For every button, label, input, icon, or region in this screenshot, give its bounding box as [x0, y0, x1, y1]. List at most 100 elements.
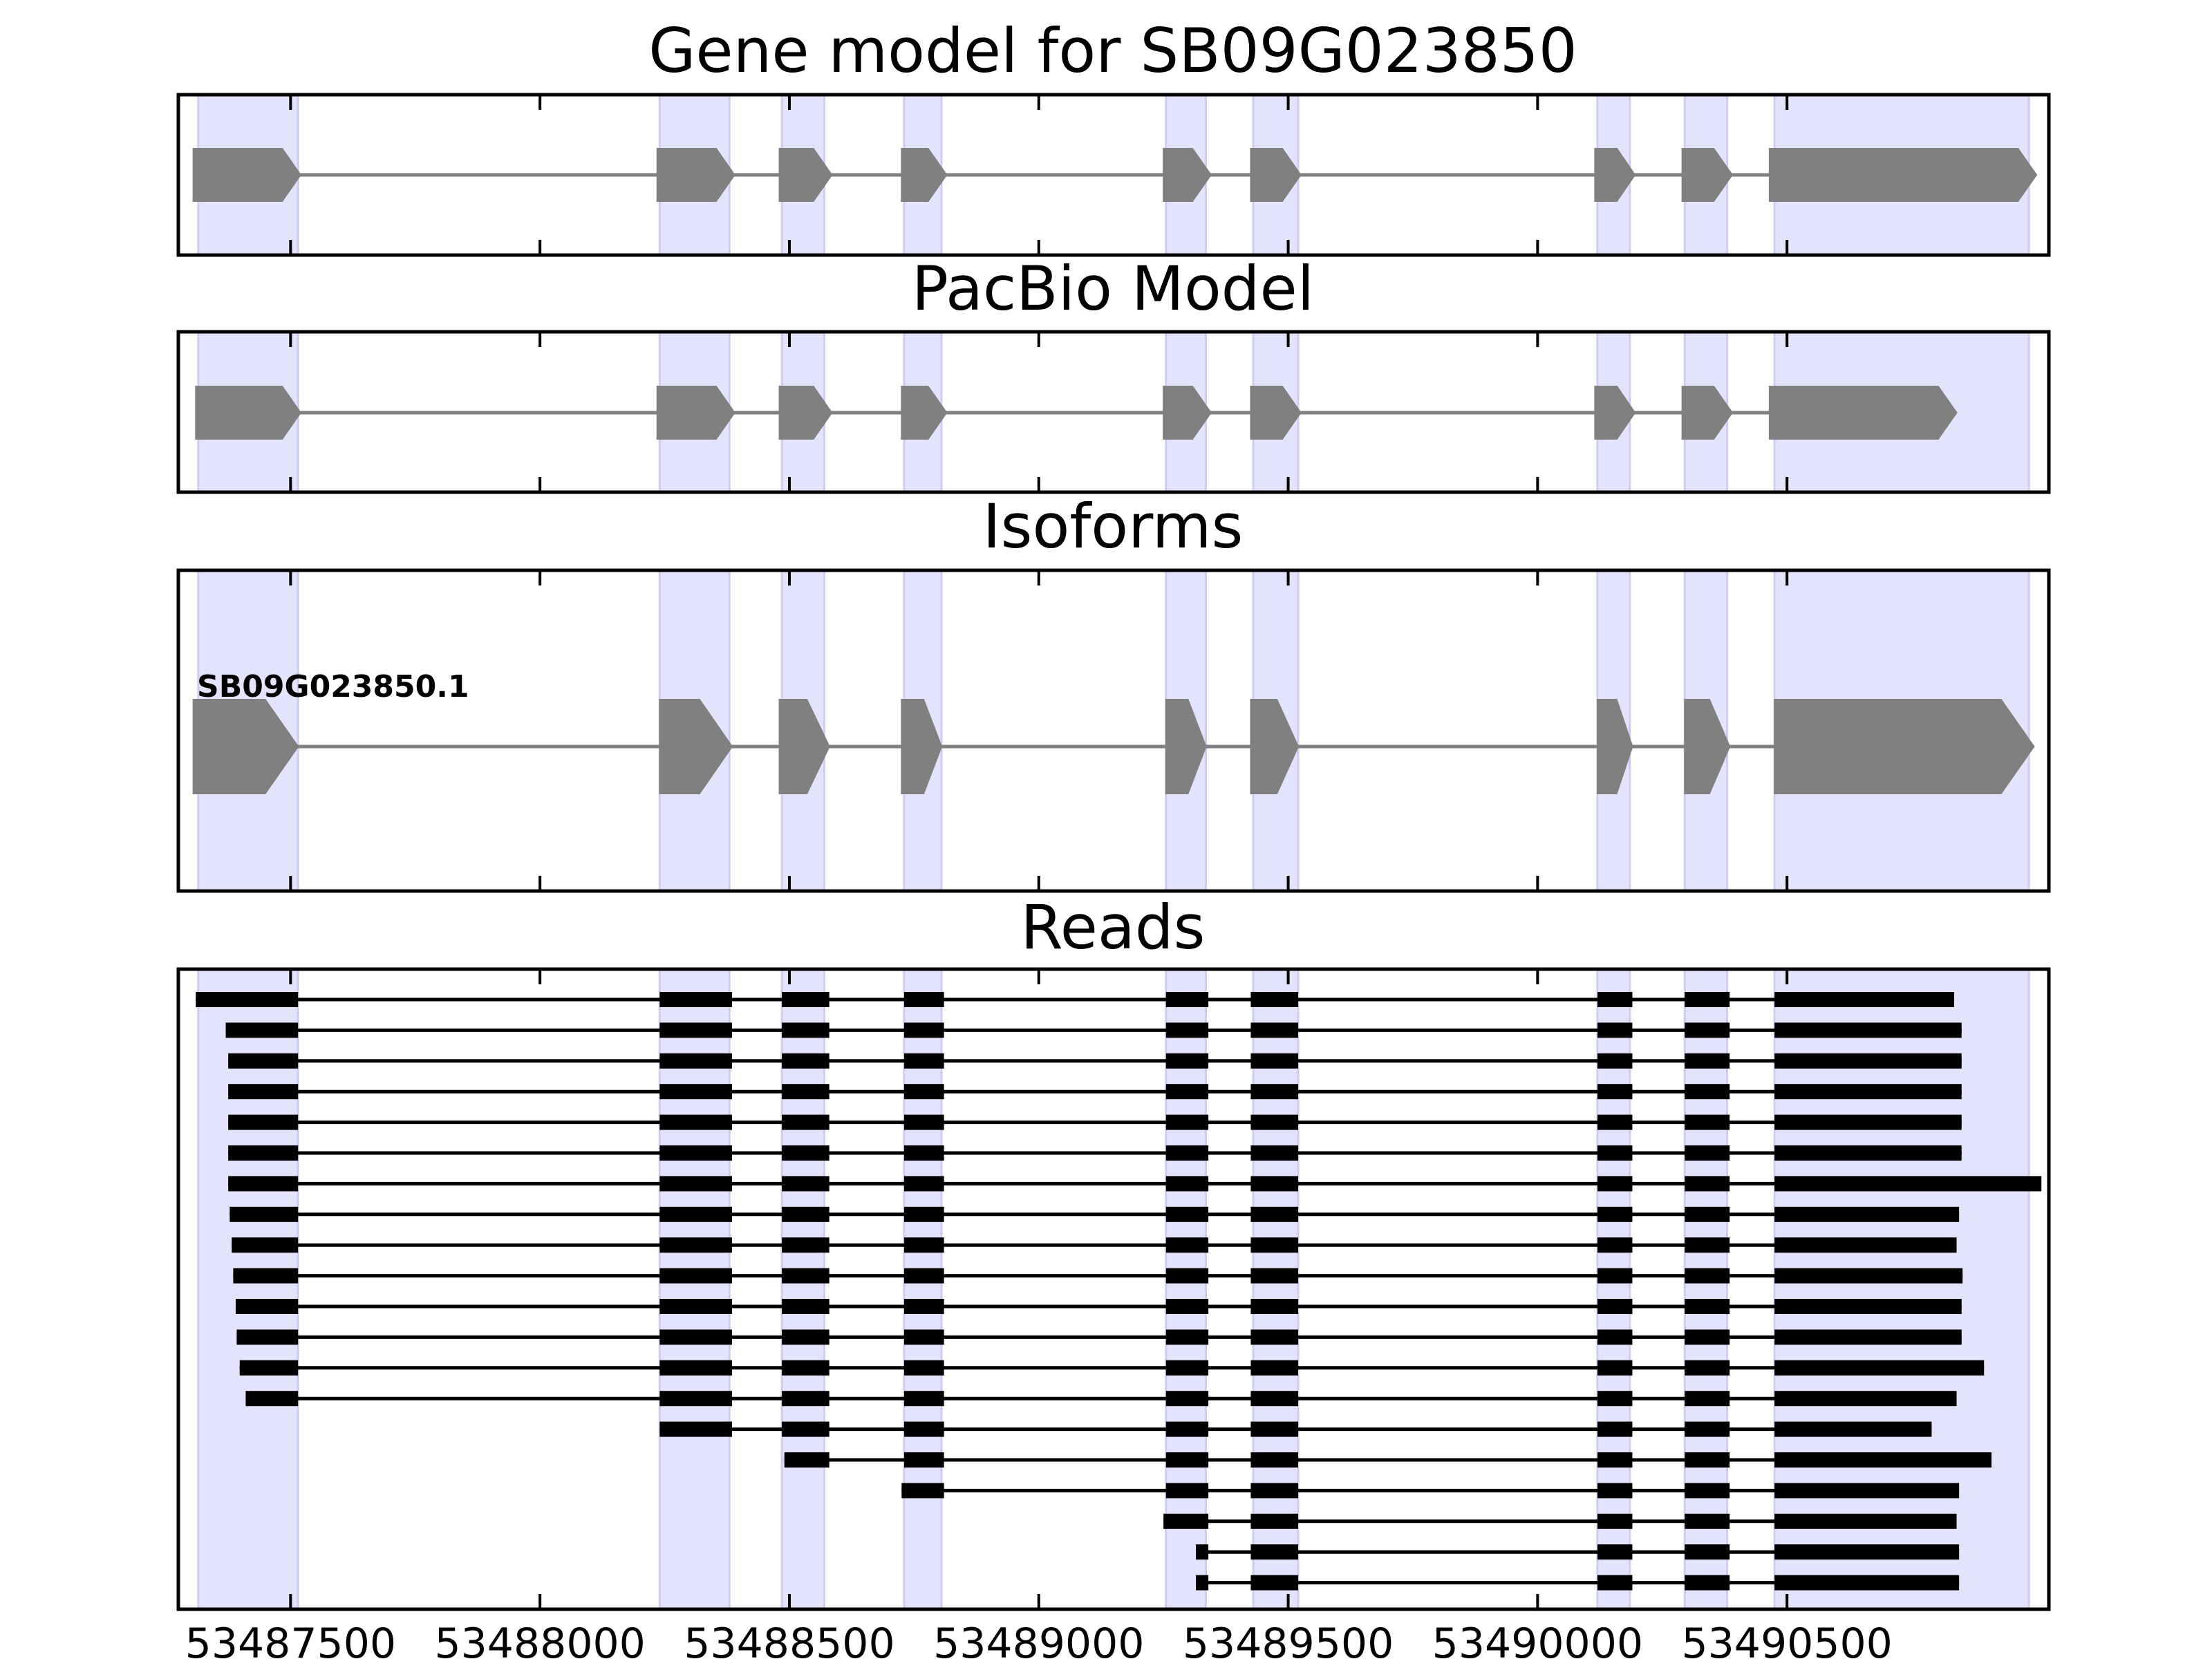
highlight-region [1773, 968, 2030, 1611]
read-block [782, 1114, 830, 1130]
read-block [1165, 1053, 1209, 1069]
read-block [1165, 1452, 1209, 1468]
read-block [1597, 1237, 1633, 1253]
read-block [782, 1176, 830, 1192]
read-block [903, 1237, 944, 1253]
read-block [782, 1206, 830, 1222]
read-block [1165, 1299, 1209, 1314]
read-block [1774, 1544, 1960, 1560]
read-block [1774, 1483, 1960, 1499]
read-block [1165, 1391, 1209, 1407]
exon-block [1596, 699, 1633, 794]
read-block [903, 992, 944, 1007]
read-block [1597, 992, 1633, 1007]
read-block [1685, 1145, 1730, 1161]
exon-block [1594, 386, 1636, 440]
read-alignment [901, 1483, 1960, 1499]
read-block [1774, 1237, 1957, 1253]
read-block [659, 1145, 732, 1161]
read-block [1685, 1176, 1730, 1192]
read-block [659, 1084, 732, 1100]
panel-title-isoforms: Isoforms [983, 491, 1244, 562]
read-block [782, 1145, 830, 1161]
read-block [1165, 1360, 1209, 1376]
read-block [903, 1299, 944, 1314]
read-alignment [233, 1268, 1963, 1284]
exon-block [1250, 699, 1300, 794]
read-block [903, 1084, 944, 1100]
exon-block [778, 699, 830, 794]
read-block [659, 1237, 732, 1253]
read-block [1163, 1513, 1209, 1529]
isoform-label: SB09G023850.1 [197, 669, 469, 704]
read-block [659, 1299, 732, 1314]
read-block [1250, 1206, 1298, 1222]
exon-block [195, 386, 302, 440]
read-block [1597, 1053, 1633, 1069]
read-block [1250, 1022, 1298, 1038]
read-block [659, 1176, 732, 1192]
x-tick-label: 53489000 [933, 1620, 1144, 1659]
read-block [1597, 1360, 1633, 1376]
read-block [225, 1022, 299, 1038]
read-alignment [659, 1421, 1932, 1437]
read-block [1597, 1483, 1633, 1499]
exon-block [659, 699, 733, 794]
read-block [1685, 1483, 1730, 1499]
read-block [1196, 1544, 1209, 1560]
exon-block [1163, 386, 1212, 440]
isoforms-panel: Isoforms SB09G023850.1 [176, 491, 2051, 893]
read-block [1685, 1544, 1730, 1560]
read-block [1597, 1575, 1633, 1591]
read-block [659, 1360, 732, 1376]
read-block [1165, 1329, 1209, 1345]
read-block [903, 1145, 944, 1161]
read-block [235, 1299, 299, 1314]
highlight-region [1252, 968, 1300, 1611]
read-block [1250, 1329, 1298, 1345]
read-block [1597, 1176, 1633, 1192]
read-block [232, 1237, 299, 1253]
read-block [1685, 1206, 1730, 1222]
x-tick-label: 53488000 [434, 1620, 645, 1659]
read-block [1774, 1421, 1932, 1437]
read-block [903, 1206, 944, 1222]
highlight-region [658, 968, 731, 1611]
read-block [1685, 992, 1730, 1007]
read-block [782, 1421, 830, 1437]
read-block [1774, 1114, 1962, 1130]
read-block [1250, 1268, 1298, 1284]
read-alignment [228, 1084, 1962, 1100]
read-block [782, 1391, 830, 1407]
read-block [1165, 1022, 1209, 1038]
read-alignment [784, 1452, 1992, 1468]
read-block [1685, 1299, 1730, 1314]
read-block [1685, 1268, 1730, 1284]
read-block [1597, 1421, 1633, 1437]
read-block [1250, 1360, 1298, 1376]
read-block [1250, 1421, 1298, 1437]
read-block [1597, 1145, 1633, 1161]
read-alignment [232, 1237, 1957, 1253]
read-block [1685, 1575, 1730, 1591]
read-block [1597, 1544, 1633, 1560]
read-block [1250, 1575, 1298, 1591]
exon-block [778, 148, 833, 202]
read-block [1685, 1421, 1730, 1437]
read-block [1250, 1176, 1298, 1192]
highlight-region [1683, 968, 1729, 1611]
read-block [1165, 1206, 1209, 1222]
read-block [1165, 1176, 1209, 1192]
exon-block [901, 699, 943, 794]
read-block [1597, 1299, 1633, 1314]
read-block [229, 1206, 299, 1222]
read-block [1774, 1575, 1960, 1591]
read-block [1597, 1513, 1633, 1529]
read-alignment [228, 1176, 2042, 1192]
read-alignment [1196, 1544, 1960, 1560]
read-block [782, 1299, 830, 1314]
read-block [782, 1053, 830, 1069]
read-block [1685, 1329, 1730, 1345]
read-block [245, 1391, 299, 1407]
read-block [1165, 1084, 1209, 1100]
